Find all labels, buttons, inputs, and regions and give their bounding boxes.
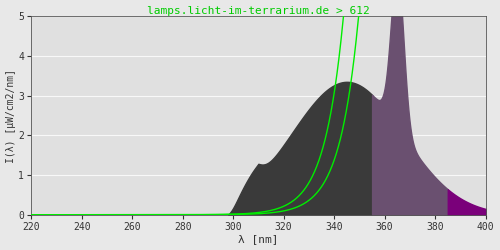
Y-axis label: I(λ) [µW/cm2/nm]: I(λ) [µW/cm2/nm]	[6, 68, 16, 162]
Title: lamps.licht-im-terrarium.de > 612: lamps.licht-im-terrarium.de > 612	[147, 6, 370, 16]
X-axis label: λ [nm]: λ [nm]	[238, 234, 279, 244]
